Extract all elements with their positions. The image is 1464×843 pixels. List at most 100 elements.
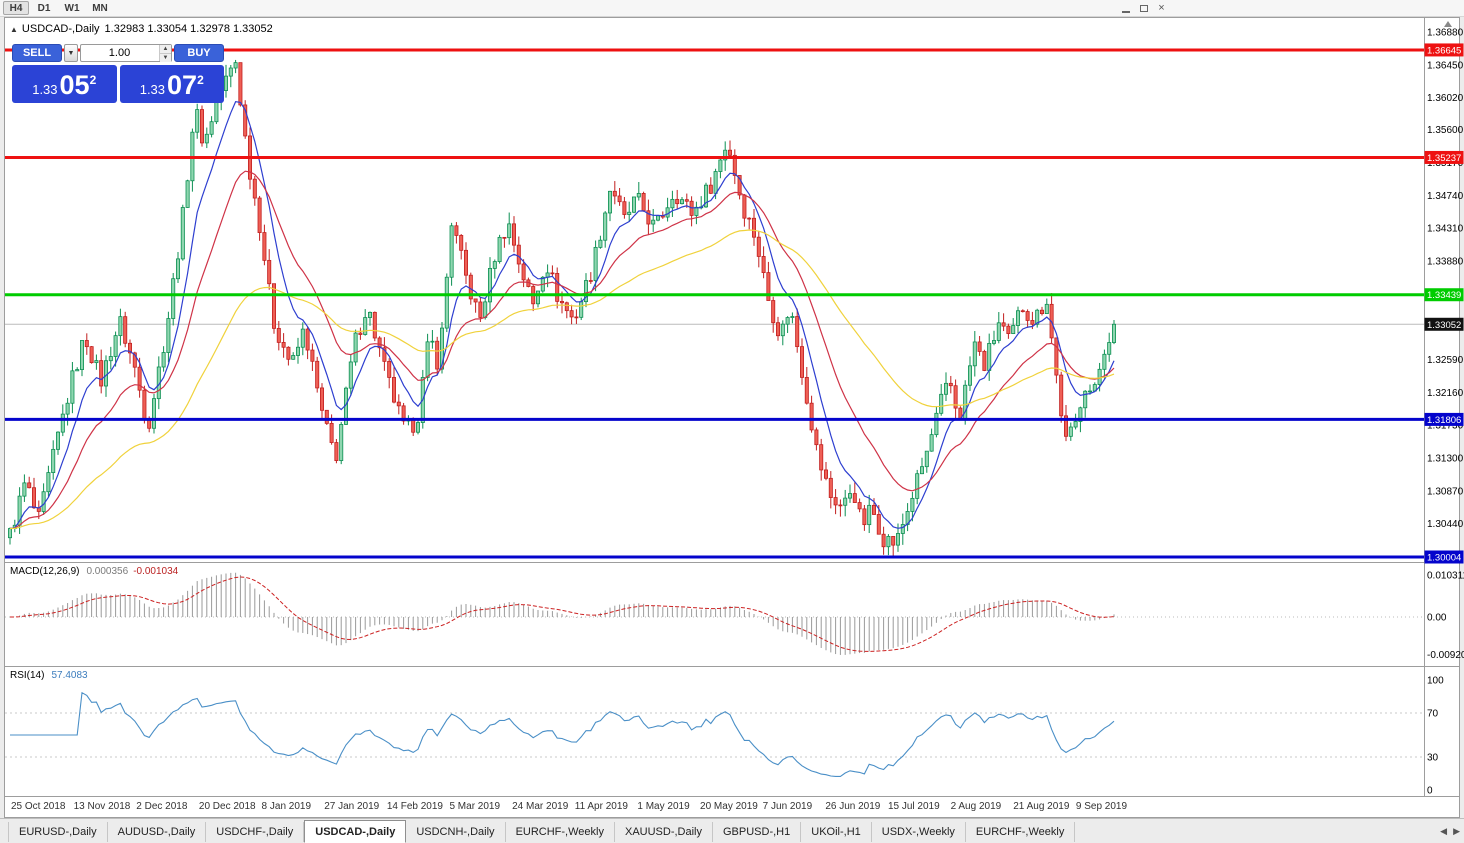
svg-text:70: 70 — [1427, 709, 1439, 720]
macd-indicator-label: MACD(12,26,9) 0.000356 -0.001034 — [10, 566, 178, 577]
ask-pips: 07 — [167, 70, 198, 100]
tab-scroll-buttons: ◀ ▶ — [1440, 826, 1460, 837]
rsi-line — [10, 691, 1115, 777]
chart-tab-audusd-daily[interactable]: AUDUSD-,Daily — [108, 822, 207, 842]
date-label: 11 Apr 2019 — [574, 801, 628, 812]
price-tags: 1.36645 1.35237 1.33439 1.31806 1.30004 1.330… — [1424, 43, 1464, 564]
date-label: 9 Sep 2019 — [1075, 801, 1128, 812]
date-label: 21 Aug 2019 — [1013, 801, 1070, 812]
svg-text:1.32590: 1.32590 — [1427, 355, 1464, 366]
rsi-value: 57.4083 — [51, 670, 88, 681]
bid-prefix: 1.33 — [32, 82, 58, 97]
price-tag-1.33052 — [1424, 317, 1464, 331]
ohlc-values: 1.32983 1.33054 1.32978 1.33052 — [104, 23, 273, 35]
price-tag-1.35237 — [1424, 150, 1464, 164]
date-label: 24 Mar 2019 — [512, 801, 569, 812]
date-label: 25 Oct 2018 — [11, 801, 66, 812]
svg-text:1.32160: 1.32160 — [1427, 388, 1464, 399]
restore-icon[interactable] — [1136, 2, 1151, 15]
volume-field: ▲ ▼ — [80, 44, 172, 62]
svg-text:1.31806: 1.31806 — [1427, 415, 1461, 426]
minimize-icon[interactable] — [1118, 2, 1133, 15]
ask-fraction: 2 — [197, 73, 204, 87]
volume-decrement-icon[interactable]: ▼ — [160, 54, 171, 62]
chart-tab-eurchf-weekly[interactable]: EURCHF-,Weekly — [506, 822, 615, 842]
svg-text:1.30440: 1.30440 — [1427, 519, 1464, 530]
timeframe-button-w1[interactable]: W1 — [59, 1, 85, 15]
svg-text:1.33880: 1.33880 — [1427, 257, 1464, 268]
svg-text:1.33052: 1.33052 — [1427, 320, 1461, 331]
scroll-up-icon[interactable] — [1444, 21, 1452, 27]
sell-button[interactable]: SELL — [12, 44, 62, 62]
chart-tab-usdcnh-daily[interactable]: USDCNH-,Daily — [406, 822, 506, 842]
date-label: 13 Nov 2018 — [73, 801, 131, 812]
date-label: 14 Feb 2019 — [386, 801, 443, 812]
svg-text:1.36450: 1.36450 — [1427, 60, 1464, 71]
sell-price-display[interactable]: 1.33 05 2 — [12, 65, 117, 103]
volume-dropdown-button[interactable]: ▼ — [64, 44, 78, 62]
date-label: 1 May 2019 — [637, 801, 690, 812]
macd-value: 0.000356 — [86, 566, 129, 577]
svg-text:1.34740: 1.34740 — [1427, 191, 1464, 202]
price-tag-1.36645 — [1424, 43, 1464, 57]
chart-tab-xauusd-daily[interactable]: XAUUSD-,Daily — [615, 822, 713, 842]
macd-signal-value: -0.001034 — [133, 566, 179, 577]
chart-tab-usdchf-daily[interactable]: USDCHF-,Daily — [206, 822, 305, 842]
date-label: 7 Jun 2019 — [762, 801, 813, 812]
svg-text:1.36020: 1.36020 — [1427, 93, 1464, 104]
date-label: 2 Dec 2018 — [136, 801, 188, 812]
svg-text:-0.009203: -0.009203 — [1427, 650, 1464, 661]
svg-text:1.36880: 1.36880 — [1427, 28, 1464, 39]
price-axis[interactable] — [1425, 18, 1459, 796]
bid-pips: 05 — [59, 70, 90, 100]
chart-tab-eurusd-daily[interactable]: EURUSD-,Daily — [8, 822, 108, 842]
timeframe-toolbar: H4 D1 W1 MN — [0, 0, 1464, 17]
date-label: 27 Jan 2019 — [324, 801, 380, 812]
date-label: 5 Mar 2019 — [449, 801, 501, 812]
tab-scroll-right-icon[interactable]: ▶ — [1453, 826, 1460, 836]
svg-text:0.00: 0.00 — [1427, 613, 1447, 624]
close-icon[interactable]: × — [1158, 2, 1165, 14]
rsi-indicator-label: RSI(14) 57.4083 — [10, 670, 88, 681]
date-label: 20 Dec 2018 — [198, 801, 256, 812]
chart-tab-eurchf-weekly[interactable]: EURCHF-,Weekly — [966, 822, 1076, 842]
one-click-collapse-icon[interactable]: ▲ — [10, 25, 18, 34]
timeframe-button-mn[interactable]: MN — [87, 1, 113, 15]
chart-tab-ukoil-h1[interactable]: UKOil-,H1 — [801, 822, 872, 842]
volume-input[interactable] — [81, 45, 171, 61]
date-label: 15 Jul 2019 — [887, 801, 940, 812]
svg-text:100: 100 — [1427, 676, 1444, 687]
timeframe-button-d1[interactable]: D1 — [31, 1, 57, 15]
moving-average-lines — [9, 101, 1115, 530]
timeframe-button-h4[interactable]: H4 — [3, 1, 29, 15]
svg-text:1.30004: 1.30004 — [1427, 553, 1461, 564]
macd-name: MACD(12,26,9) — [10, 566, 80, 577]
ask-prefix: 1.33 — [139, 82, 166, 97]
svg-text:0: 0 — [1427, 786, 1433, 797]
window-controls: × — [1118, 2, 1169, 15]
svg-text:1.30870: 1.30870 — [1427, 486, 1464, 497]
chart-tab-gbpusd-h1[interactable]: GBPUSD-,H1 — [713, 822, 802, 842]
svg-text:1.35600: 1.35600 — [1427, 125, 1464, 136]
svg-text:1.36645: 1.36645 — [1427, 45, 1461, 56]
date-label: 8 Jan 2019 — [261, 801, 312, 812]
svg-text:1.35237: 1.35237 — [1427, 153, 1461, 164]
time-axis[interactable]: 25 Oct 2018 13 Nov 2018 2 Dec 2018 20 Dec 2… — [4, 797, 1460, 818]
chart-title: ▲ USDCAD-,Daily 1.32983 1.33054 1.32978 1.… — [10, 23, 273, 35]
buy-price-display[interactable]: 1.33 07 2 — [119, 65, 224, 103]
svg-text:0.010311: 0.010311 — [1427, 570, 1464, 581]
chart-tab-usdx-weekly[interactable]: USDX-,Weekly — [872, 822, 966, 842]
buy-button[interactable]: BUY — [174, 44, 224, 62]
chart-tab-usdcad-daily[interactable]: USDCAD-,Daily — [304, 820, 407, 843]
volume-spinner: ▲ ▼ — [159, 45, 171, 62]
price-tag-1.30004 — [1424, 550, 1464, 564]
rsi-name: RSI(14) — [10, 670, 45, 681]
chart-canvas[interactable]: 1.368801.364501.360201.356001.351701.347… — [0, 17, 1464, 797]
tab-scroll-left-icon[interactable]: ◀ — [1440, 826, 1448, 836]
volume-increment-icon[interactable]: ▲ — [160, 45, 171, 54]
ma-line-55 — [9, 229, 1115, 530]
svg-text:30: 30 — [1427, 753, 1439, 764]
horizontal-level-lines — [5, 48, 1424, 559]
bid-fraction: 2 — [89, 73, 97, 87]
